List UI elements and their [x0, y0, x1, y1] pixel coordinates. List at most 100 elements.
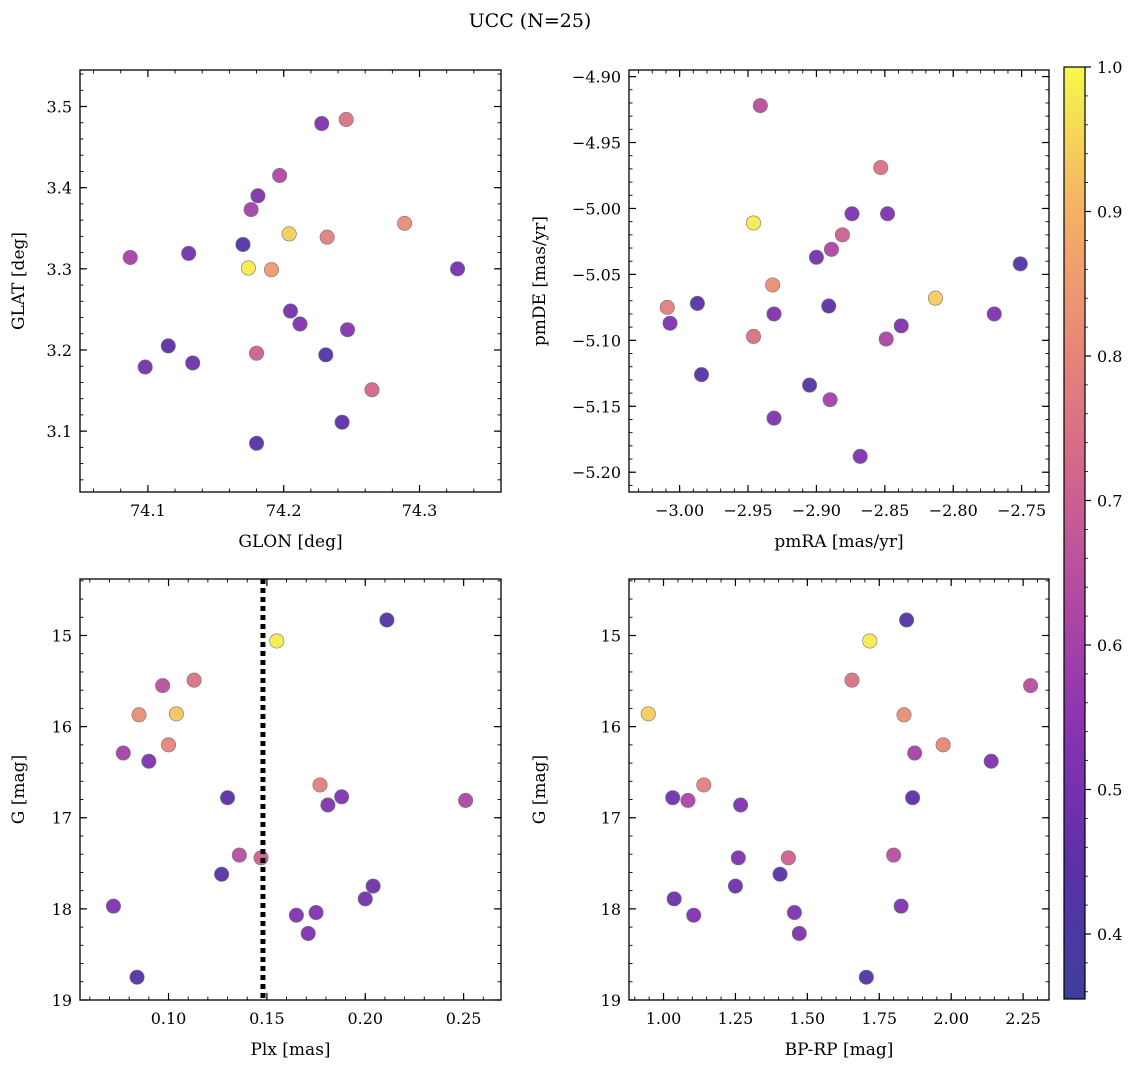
y-tick-label: 19 [52, 991, 72, 1010]
data-point [896, 707, 912, 723]
data-point [696, 777, 712, 793]
data-point [823, 241, 839, 257]
data-point [858, 969, 874, 985]
data-point [680, 792, 696, 808]
data-point [161, 737, 177, 753]
y-tick-label: 18 [52, 900, 72, 919]
data-point [235, 236, 251, 252]
y-tick-label: −4.95 [572, 134, 621, 153]
x-tick-label: −2.75 [997, 501, 1046, 520]
data-point [131, 707, 147, 723]
data-point [160, 338, 176, 354]
data-point [214, 866, 230, 882]
panel-glon-glat: 74.1 74.2 74.3 3.1 3.2 3.3 3.4 3.5 GLON [deg] GLA… [9, 69, 502, 552]
colorbar-tick-label: 0.8 [1097, 347, 1122, 366]
data-point [802, 377, 818, 393]
data-point [752, 98, 768, 114]
data-point [808, 249, 824, 265]
data-point [185, 355, 201, 371]
data-point [873, 160, 889, 176]
data-point [766, 306, 782, 322]
data-point [137, 359, 153, 375]
data-point [250, 188, 266, 204]
data-point [320, 797, 336, 813]
y-tick-label: −5.00 [572, 199, 621, 218]
data-point [662, 315, 678, 331]
data-point [745, 215, 761, 231]
x-tick-label: −2.90 [792, 501, 841, 520]
x-axis-label: Plx [mas] [250, 1040, 330, 1060]
data-point [334, 789, 350, 805]
data-point [659, 299, 675, 315]
data-point [791, 925, 807, 941]
y-tick-label: 17 [601, 809, 621, 828]
x-tick-label: 0.15 [249, 1009, 285, 1028]
data-point [181, 245, 197, 261]
x-tick-label: 1.75 [861, 1009, 897, 1028]
x-axis-label: GLON [deg] [238, 532, 342, 552]
data-point [665, 790, 681, 806]
y-tick-label: 18 [601, 900, 621, 919]
data-point [357, 891, 373, 907]
data-point [155, 678, 171, 694]
figure-title: UCC (N=25) [469, 10, 592, 32]
y-tick-label: 15 [52, 626, 72, 645]
colorbar-gradient [1063, 66, 1086, 1000]
x-tick-label: 1.50 [790, 1009, 826, 1028]
data-point [983, 753, 999, 769]
data-point [772, 866, 788, 882]
y-tick-label: 16 [52, 718, 72, 737]
scatter-points [659, 98, 1028, 464]
data-point [282, 303, 298, 319]
y-tick-label: −5.05 [572, 265, 621, 284]
data-point [115, 745, 131, 761]
colorbar-tick-label: 0.9 [1097, 202, 1122, 221]
data-point [986, 306, 1002, 322]
x-tick-label: 0.25 [446, 1009, 482, 1028]
data-point [318, 347, 334, 363]
x-tick-label: 1.25 [718, 1009, 754, 1028]
colorbar-tick-label: 0.5 [1097, 780, 1122, 799]
data-point [733, 797, 749, 813]
x-tick-label: 74.1 [130, 501, 166, 520]
colorbar-tick-label: 0.4 [1097, 925, 1122, 944]
data-point [852, 448, 868, 464]
data-point [780, 850, 796, 866]
y-tick-label: 3.2 [47, 341, 72, 360]
data-point [364, 382, 380, 398]
panel-bprp-g: 1.00 1.25 1.50 1.75 2.00 2.25 15 16 17 18 19 BP-RP … [530, 578, 1050, 1060]
data-point [822, 392, 838, 408]
data-point [231, 847, 247, 863]
colorbar-tick-label: 0.7 [1097, 491, 1122, 510]
y-axis-label: GLAT [deg] [9, 232, 29, 330]
x-tick-label: −2.95 [724, 501, 773, 520]
data-point [689, 295, 705, 311]
data-point [129, 969, 145, 985]
data-point [886, 847, 902, 863]
data-point [862, 633, 878, 649]
data-point [880, 206, 896, 222]
data-point [220, 790, 236, 806]
axes-frame [628, 578, 1050, 1001]
y-axis-label: pmDE [mas/yr] [530, 216, 550, 346]
data-point [122, 249, 138, 265]
scatter-points [105, 612, 474, 985]
data-point [907, 745, 923, 761]
y-axis-label: G [mag] [530, 755, 550, 824]
data-point [727, 878, 743, 894]
data-point [314, 116, 330, 132]
data-point [766, 410, 782, 426]
y-tick-label: 16 [601, 718, 621, 737]
data-point [1023, 678, 1039, 694]
axes-frame [79, 69, 502, 493]
y-tick-label: −5.10 [572, 331, 621, 350]
y-tick-label: 17 [52, 809, 72, 828]
data-point [141, 753, 157, 769]
y-tick-label: 3.1 [47, 422, 72, 441]
y-tick-label: 19 [601, 991, 621, 1010]
colorbar-tick-label: 1.0 [1097, 58, 1122, 77]
data-point [834, 227, 850, 243]
data-point [272, 168, 288, 184]
y-tick-label: −5.15 [572, 397, 621, 416]
x-tick-label: −2.80 [929, 501, 978, 520]
